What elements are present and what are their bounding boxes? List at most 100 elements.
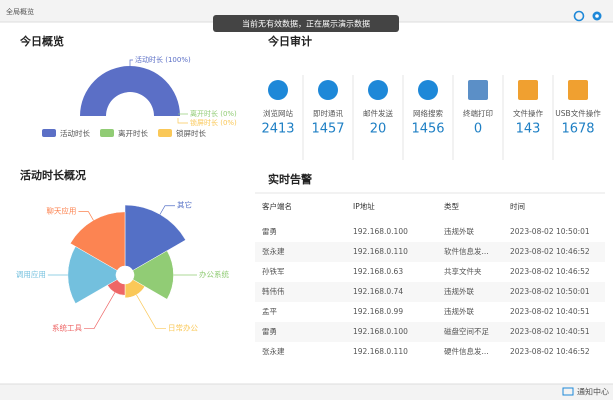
- table-cell: 2023-08-02 10:46:52: [510, 247, 590, 256]
- audit-value: 1457: [311, 122, 344, 137]
- table-cell: 韩伟伟: [262, 286, 285, 296]
- leader-line: [159, 205, 175, 215]
- slice-label: 离开时长 (0%): [190, 109, 237, 118]
- leader-line: [78, 211, 94, 221]
- audit-value: 20: [370, 122, 387, 137]
- audit-label: 文件操作: [513, 108, 543, 118]
- toast: [213, 15, 399, 32]
- leader-line: [177, 118, 188, 124]
- table-cell: 192.168.0.63: [353, 267, 403, 276]
- legend-swatch: [158, 129, 172, 137]
- slice-label: 系统工具: [52, 323, 82, 333]
- table-cell: 张永建: [262, 346, 285, 356]
- table-cell: 192.168.0.110: [353, 347, 408, 356]
- audit-icon: [418, 80, 438, 100]
- rose-slice: [69, 211, 126, 271]
- section-title: 活动时长概况: [20, 168, 86, 182]
- slice-label: 活动时长 (100%): [135, 55, 191, 64]
- table-cell: 雷勇: [262, 227, 277, 236]
- legend-swatch: [42, 129, 56, 137]
- table-cell: 雷勇: [262, 327, 277, 336]
- slice-label: 其它: [177, 200, 192, 210]
- audit-label: 终端打印: [463, 108, 493, 118]
- footer-label: 通知中心: [577, 387, 609, 397]
- table-cell: 张永建: [262, 246, 285, 256]
- table-cell: 硬件信息发...: [444, 346, 489, 356]
- slice-label: 办公系统: [199, 269, 229, 279]
- toast-text: 当前无有效数据，正在展示演示数据: [242, 19, 370, 29]
- leader-line: [129, 59, 133, 66]
- audit-value: 1456: [411, 122, 444, 137]
- table-cell: 192.168.0.99: [353, 307, 403, 316]
- leader-line: [84, 292, 116, 330]
- audit-label: 网络搜索: [413, 108, 443, 118]
- settings-button[interactable]: [592, 11, 602, 21]
- table-row: [255, 302, 605, 322]
- table-row: [255, 342, 605, 362]
- audit-value: 143: [516, 122, 541, 137]
- table-cell: 违规外联: [444, 306, 474, 316]
- audit-label: USB文件操作: [555, 108, 601, 118]
- table-row: [255, 322, 605, 342]
- table-cell: 孟平: [262, 306, 277, 316]
- table-cell: 2023-08-02 10:50:01: [510, 287, 590, 296]
- table-cell: 违规外联: [444, 286, 474, 296]
- audit-icon: [468, 80, 488, 100]
- table-cell: 孙铁军: [262, 266, 285, 276]
- header-title: 全局概览: [6, 7, 34, 16]
- section-title: 今日概览: [19, 34, 64, 48]
- slice-label: 聊天应用: [46, 206, 76, 216]
- footer-bar: [0, 384, 613, 400]
- table-cell: 2023-08-02 10:40:51: [510, 327, 590, 336]
- legend-label: 锁屏时长: [176, 128, 206, 138]
- table-cell: 2023-08-02 10:40:51: [510, 307, 590, 316]
- slice-label: 日常办公: [168, 323, 198, 333]
- table-cell: 192.168.0.110: [353, 247, 408, 256]
- notification-center[interactable]: 通知中心: [562, 387, 609, 397]
- legend-swatch: [100, 129, 114, 137]
- slice-label: 锁屏时长 (0%): [190, 118, 237, 127]
- table-cell: 2023-08-02 10:46:52: [510, 267, 590, 276]
- table-header: 类型: [444, 201, 459, 211]
- rose-slice: [124, 279, 146, 299]
- audit-label: 即时通讯: [313, 108, 343, 118]
- table-header: IP地址: [353, 201, 375, 211]
- rose-slice: [132, 250, 174, 300]
- refresh-button[interactable]: [573, 10, 585, 22]
- table-cell: 192.168.0.100: [353, 227, 408, 236]
- audit-icon: [568, 80, 588, 100]
- table-cell: 磁盘空间不足: [444, 326, 489, 336]
- table-cell: 软件信息发...: [444, 246, 489, 256]
- section-title: 今日审计: [267, 34, 312, 48]
- audit-icon: [368, 80, 388, 100]
- table-cell: 192.168.0.100: [353, 327, 408, 336]
- table-header: 客户端名: [262, 201, 292, 211]
- audit-value: 0: [474, 122, 482, 137]
- table-row: [255, 222, 605, 242]
- pie-slice: [80, 66, 180, 116]
- table-row: [255, 242, 605, 262]
- audit-value: 1678: [561, 122, 594, 137]
- table-row: [255, 262, 605, 282]
- slice-label: 调用应用: [16, 269, 46, 279]
- header-bar: [0, 0, 613, 22]
- section-title: 实时告警: [268, 172, 312, 186]
- rose-slice: [124, 204, 186, 271]
- table-cell: 违规外联: [444, 226, 474, 236]
- rose-slice: [67, 246, 118, 304]
- table-cell: 192.168.0.74: [353, 287, 403, 296]
- audit-icon: [318, 80, 338, 100]
- audit-label: 浏览网站: [263, 108, 293, 118]
- table-cell: 2023-08-02 10:50:01: [510, 227, 590, 236]
- table-cell: 共享文件夹: [444, 266, 482, 276]
- table-header: 时间: [510, 201, 525, 211]
- table-cell: 2023-08-02 10:46:52: [510, 347, 590, 356]
- audit-icon: [268, 80, 288, 100]
- leader-line: [136, 294, 166, 330]
- table-row: [255, 282, 605, 302]
- audit-label: 邮件发送: [363, 108, 393, 118]
- legend-label: 离开时长: [118, 128, 148, 138]
- audit-value: 2413: [261, 122, 294, 137]
